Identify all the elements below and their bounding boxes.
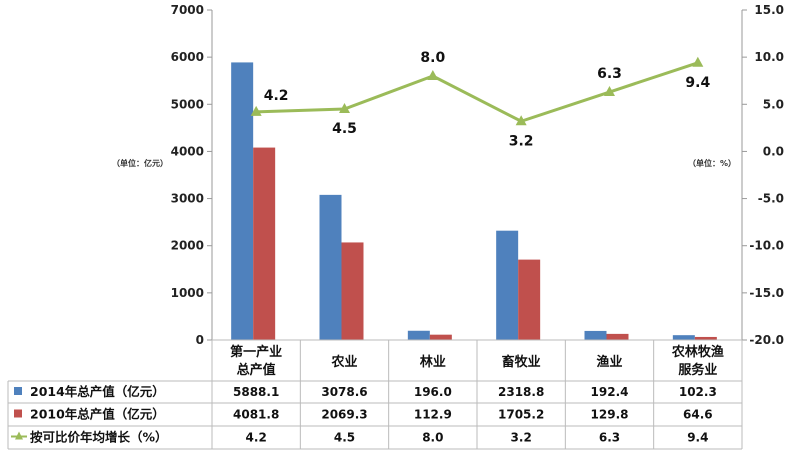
bar-2014	[407, 330, 430, 340]
growth-data-label: 3.2	[509, 133, 534, 149]
growth-data-label: 4.5	[332, 121, 357, 137]
growth-data-label: 9.4	[685, 75, 710, 91]
bar-2010	[253, 147, 276, 340]
category-label: 农业	[330, 354, 357, 370]
growth-point-marker	[427, 70, 439, 80]
growth-point-marker	[339, 103, 350, 113]
left-tick-label: 2000	[171, 239, 204, 253]
bar-2010	[694, 336, 717, 340]
growth-data-label: 6.3	[597, 66, 622, 82]
right-tick-label: -10.0	[749, 239, 784, 253]
bar-2010	[429, 334, 452, 340]
table-cell: 3.2	[511, 431, 532, 445]
table-cell: 8.0	[422, 431, 443, 445]
table-cell: 9.4	[687, 431, 708, 445]
legend-swatch	[14, 409, 22, 418]
right-tick-label: 5.0	[763, 97, 784, 111]
bar-2010	[606, 333, 629, 340]
category-label: 服务业	[678, 362, 717, 378]
category-label: 农林牧渔	[671, 344, 724, 360]
left-tick-label: 5000	[171, 97, 204, 111]
right-tick-label: 10.0	[754, 50, 784, 64]
legend-swatch	[15, 431, 23, 440]
bar-2014	[584, 330, 607, 340]
growth-data-label: 4.2	[264, 88, 289, 104]
right-tick-label: -20.0	[749, 333, 784, 347]
bar-2014	[319, 194, 342, 340]
growth-point-marker	[692, 56, 704, 67]
table-cell: 5888.1	[233, 385, 279, 399]
table-cell: 6.3	[599, 431, 620, 445]
growth-point-marker	[515, 115, 527, 126]
table-cell: 2069.3	[321, 408, 367, 422]
bar-2014	[231, 62, 254, 340]
table-cell: 4.2	[246, 431, 267, 445]
table-cell: 129.8	[591, 408, 629, 422]
right-tick-label: 15.0	[754, 3, 784, 17]
series-name: 按可比价年均增长（%）	[30, 430, 168, 445]
bar-2010	[341, 242, 364, 340]
table-cell: 192.4	[591, 385, 629, 399]
left-axis-unit: （单位：亿元）	[112, 158, 168, 168]
table-cell: 1705.2	[498, 408, 544, 422]
category-label: 畜牧业	[502, 354, 541, 370]
bar-2014	[672, 335, 695, 340]
right-tick-label: 0.0	[763, 144, 784, 158]
bar-2014	[496, 230, 519, 340]
left-tick-label: 4000	[171, 144, 204, 158]
table-cell: 4081.8	[233, 408, 279, 422]
table-cell: 196.0	[414, 385, 452, 399]
bar-2010	[518, 259, 541, 340]
category-label: 林业	[420, 354, 446, 370]
growth-point-marker	[604, 86, 615, 97]
left-tick-label: 1000	[171, 286, 204, 300]
table-cell: 64.6	[683, 408, 713, 422]
category-label: 第一产业	[230, 344, 282, 360]
category-label: 总产值	[237, 362, 276, 378]
series-name: 2010年总产值（亿元）	[30, 407, 165, 422]
right-axis-unit: （单位：%）	[688, 158, 736, 168]
left-tick-label: 6000	[171, 50, 204, 64]
left-tick-label: 0	[196, 333, 204, 347]
growth-line	[256, 61, 699, 123]
table-cell: 112.9	[414, 408, 452, 422]
legend-swatch	[14, 387, 22, 395]
growth-point-marker	[250, 105, 262, 116]
growth-data-label: 8.0	[420, 50, 445, 66]
right-tick-label: -5.0	[758, 192, 784, 206]
left-tick-label: 7000	[171, 3, 204, 17]
table-cell: 4.5	[334, 431, 355, 445]
table-cell: 102.3	[679, 385, 717, 399]
series-name: 2014年总产值（亿元）	[30, 384, 165, 399]
left-tick-label: 3000	[171, 192, 204, 206]
category-label: 渔业	[596, 354, 622, 370]
table-cell: 2318.8	[498, 385, 544, 399]
table-cell: 3078.6	[321, 385, 367, 399]
right-tick-label: -15.0	[749, 286, 784, 300]
